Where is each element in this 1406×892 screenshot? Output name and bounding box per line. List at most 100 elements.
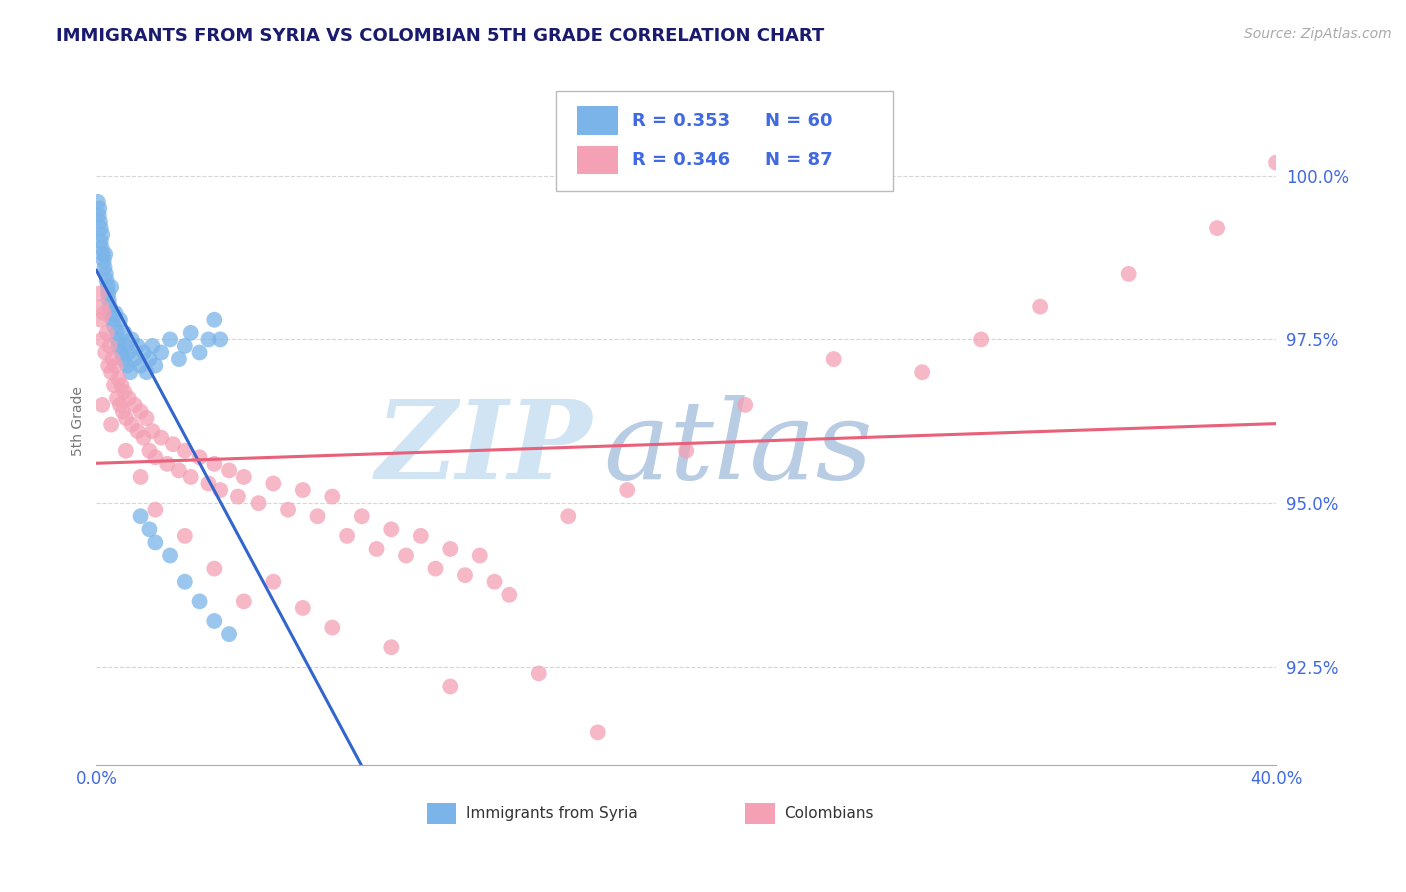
Point bbox=[115, 339, 138, 353]
Point bbox=[188, 345, 211, 359]
Point bbox=[970, 332, 993, 346]
Point bbox=[118, 345, 141, 359]
Point bbox=[197, 476, 219, 491]
Point bbox=[98, 300, 121, 314]
Point bbox=[129, 359, 152, 373]
Point bbox=[1029, 300, 1052, 314]
Point bbox=[232, 470, 254, 484]
Text: Source: ZipAtlas.com: Source: ZipAtlas.com bbox=[1244, 27, 1392, 41]
Point bbox=[173, 574, 195, 589]
Point bbox=[321, 490, 343, 504]
Point bbox=[173, 443, 195, 458]
Point bbox=[557, 509, 579, 524]
Point bbox=[89, 202, 111, 216]
Point bbox=[167, 463, 190, 477]
Point bbox=[484, 574, 506, 589]
Point bbox=[247, 496, 270, 510]
Point bbox=[291, 601, 314, 615]
Point bbox=[616, 483, 638, 497]
Text: Immigrants from Syria: Immigrants from Syria bbox=[465, 805, 637, 821]
Text: atlas: atlas bbox=[603, 395, 873, 502]
Text: N = 60: N = 60 bbox=[765, 112, 832, 129]
Point bbox=[111, 404, 134, 418]
Point bbox=[129, 470, 152, 484]
Point bbox=[107, 332, 129, 346]
Point bbox=[202, 312, 225, 326]
Point bbox=[143, 450, 166, 465]
Point bbox=[127, 339, 149, 353]
Point bbox=[93, 260, 115, 275]
Point bbox=[94, 345, 117, 359]
Point bbox=[173, 339, 195, 353]
Point bbox=[180, 470, 202, 484]
Point bbox=[262, 476, 284, 491]
Point bbox=[108, 312, 131, 326]
Point bbox=[350, 509, 373, 524]
FancyBboxPatch shape bbox=[745, 803, 775, 823]
Point bbox=[129, 509, 152, 524]
Point bbox=[188, 594, 211, 608]
Point bbox=[93, 253, 115, 268]
Point bbox=[105, 326, 128, 340]
Point bbox=[100, 280, 122, 294]
Point bbox=[121, 417, 143, 432]
Point bbox=[110, 345, 132, 359]
Point bbox=[97, 293, 120, 307]
Point bbox=[232, 594, 254, 608]
Point bbox=[141, 339, 163, 353]
Point bbox=[91, 398, 114, 412]
Point bbox=[1206, 221, 1229, 235]
Point bbox=[100, 365, 122, 379]
Point bbox=[118, 392, 141, 406]
Point bbox=[218, 463, 240, 477]
Point bbox=[132, 431, 155, 445]
Point bbox=[107, 372, 129, 386]
Point bbox=[91, 332, 114, 346]
Point bbox=[94, 267, 117, 281]
Point bbox=[180, 326, 202, 340]
Point bbox=[89, 286, 111, 301]
Point bbox=[90, 312, 112, 326]
Text: R = 0.346: R = 0.346 bbox=[631, 151, 730, 169]
Point bbox=[159, 332, 181, 346]
Point bbox=[87, 194, 110, 209]
Point bbox=[135, 365, 157, 379]
FancyBboxPatch shape bbox=[426, 803, 456, 823]
Point bbox=[87, 208, 110, 222]
Point bbox=[94, 247, 117, 261]
Point bbox=[115, 443, 138, 458]
FancyBboxPatch shape bbox=[576, 106, 617, 136]
Point bbox=[395, 549, 418, 563]
Point bbox=[117, 359, 139, 373]
Point bbox=[127, 424, 149, 438]
Point bbox=[97, 286, 120, 301]
Point bbox=[89, 214, 111, 228]
Point bbox=[103, 378, 125, 392]
Point bbox=[98, 339, 121, 353]
Point bbox=[104, 306, 127, 320]
Point bbox=[527, 666, 550, 681]
Point bbox=[143, 502, 166, 516]
Point bbox=[124, 398, 146, 412]
Point bbox=[101, 352, 124, 367]
Point bbox=[209, 483, 232, 497]
Point bbox=[202, 614, 225, 628]
Point bbox=[586, 725, 609, 739]
Point bbox=[823, 352, 845, 367]
Point bbox=[1118, 267, 1140, 281]
Point bbox=[100, 306, 122, 320]
Point bbox=[336, 529, 359, 543]
Point bbox=[120, 365, 142, 379]
Point bbox=[675, 443, 697, 458]
Point bbox=[112, 326, 135, 340]
Point bbox=[143, 535, 166, 549]
Point bbox=[90, 221, 112, 235]
Point bbox=[162, 437, 184, 451]
Point bbox=[124, 352, 146, 367]
Point bbox=[911, 365, 934, 379]
Point bbox=[159, 549, 181, 563]
Point bbox=[167, 352, 190, 367]
Point bbox=[90, 300, 112, 314]
Text: R = 0.353: R = 0.353 bbox=[631, 112, 730, 129]
Text: N = 87: N = 87 bbox=[765, 151, 832, 169]
